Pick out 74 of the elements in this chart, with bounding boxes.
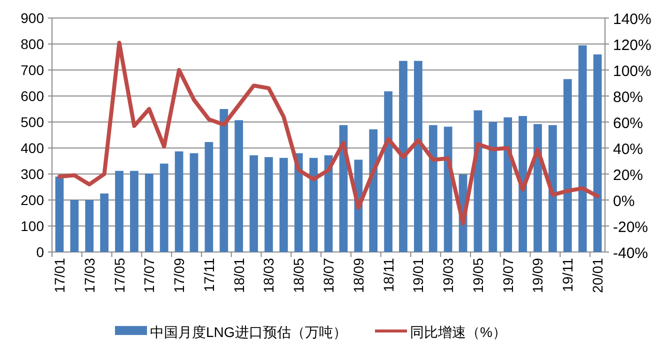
x-tick-label: 19/03 [440, 258, 456, 294]
x-tick-label: 19/11 [560, 258, 576, 292]
bar [55, 176, 64, 252]
y-tick-label: 400 [20, 140, 44, 156]
y2-tick-label: 0% [613, 193, 635, 210]
bar [144, 173, 154, 252]
y2-tick-label: 120% [613, 37, 652, 54]
x-tick-label: 18/09 [350, 258, 366, 294]
bar [428, 125, 438, 252]
bar [384, 91, 392, 252]
x-tick-label: 18/01 [230, 258, 247, 294]
y-tick-label: 300 [20, 166, 44, 182]
y2-tick-label: 60% [613, 115, 644, 132]
bar [204, 142, 214, 252]
bar [309, 158, 318, 252]
x-tick-label: 17/03 [81, 258, 98, 294]
x-tick-label: 20/01 [590, 258, 606, 294]
bar [70, 200, 79, 252]
bar [578, 45, 587, 252]
y-tick-label: 500 [20, 114, 44, 130]
y2-tick-label: 80% [613, 89, 644, 106]
bar [504, 117, 512, 252]
bar [115, 170, 124, 252]
bar [593, 54, 602, 252]
x-tick-label: 17/07 [141, 258, 158, 294]
bar [160, 164, 168, 252]
bar [174, 151, 184, 252]
y-tick-label: 600 [20, 88, 44, 104]
bar [220, 109, 228, 252]
bar [264, 157, 273, 252]
x-tick-label: 17/01 [51, 258, 68, 294]
bar [534, 124, 542, 252]
y-tick-label: 800 [20, 36, 44, 52]
x-tick-label: 19/09 [530, 258, 546, 294]
legend-label: 中国月度LNG进口预估（万吨） [150, 324, 347, 340]
bar [488, 122, 498, 252]
x-tick-label: 17/11 [200, 258, 217, 292]
y-tick-label: 0 [36, 244, 44, 260]
bar [250, 155, 258, 252]
y2-tick-label: -40% [613, 245, 648, 262]
y2-tick-label: 20% [613, 167, 644, 184]
bar [294, 153, 303, 252]
bar [518, 116, 527, 252]
x-tick-label: 19/07 [500, 258, 516, 294]
x-tick-label: 19/05 [470, 258, 486, 294]
bar [85, 200, 94, 252]
bar [279, 158, 288, 252]
bar [190, 153, 198, 252]
y-tick-label: 700 [20, 62, 44, 78]
bar [130, 170, 138, 252]
x-tick-label: 18/03 [260, 258, 277, 294]
y-tick-label: 100 [20, 218, 44, 234]
x-tick-label: 19/01 [410, 258, 426, 294]
y-tick-label: 200 [20, 192, 44, 208]
x-tick-label: 18/07 [320, 258, 336, 294]
bar [100, 194, 108, 252]
bar [444, 126, 452, 252]
bar [369, 129, 378, 252]
bar [399, 60, 408, 252]
line-series [57, 40, 600, 226]
bar [548, 125, 557, 252]
legend-label: 同比增速（%） [410, 324, 506, 340]
x-tick-label: 18/11 [380, 258, 396, 292]
y2-tick-label: 100% [613, 63, 652, 80]
bar [234, 120, 244, 252]
y2-tick-label: 40% [613, 141, 644, 158]
y-tick-label: 900 [20, 10, 44, 26]
bar [563, 79, 572, 252]
y2-tick-label: 140% [613, 11, 652, 28]
x-tick-label: 18/05 [290, 258, 307, 294]
x-tick-label: 17/05 [111, 258, 128, 294]
bar [414, 60, 422, 252]
y2-tick-label: -20% [613, 219, 648, 236]
x-tick-label: 17/09 [171, 258, 188, 294]
